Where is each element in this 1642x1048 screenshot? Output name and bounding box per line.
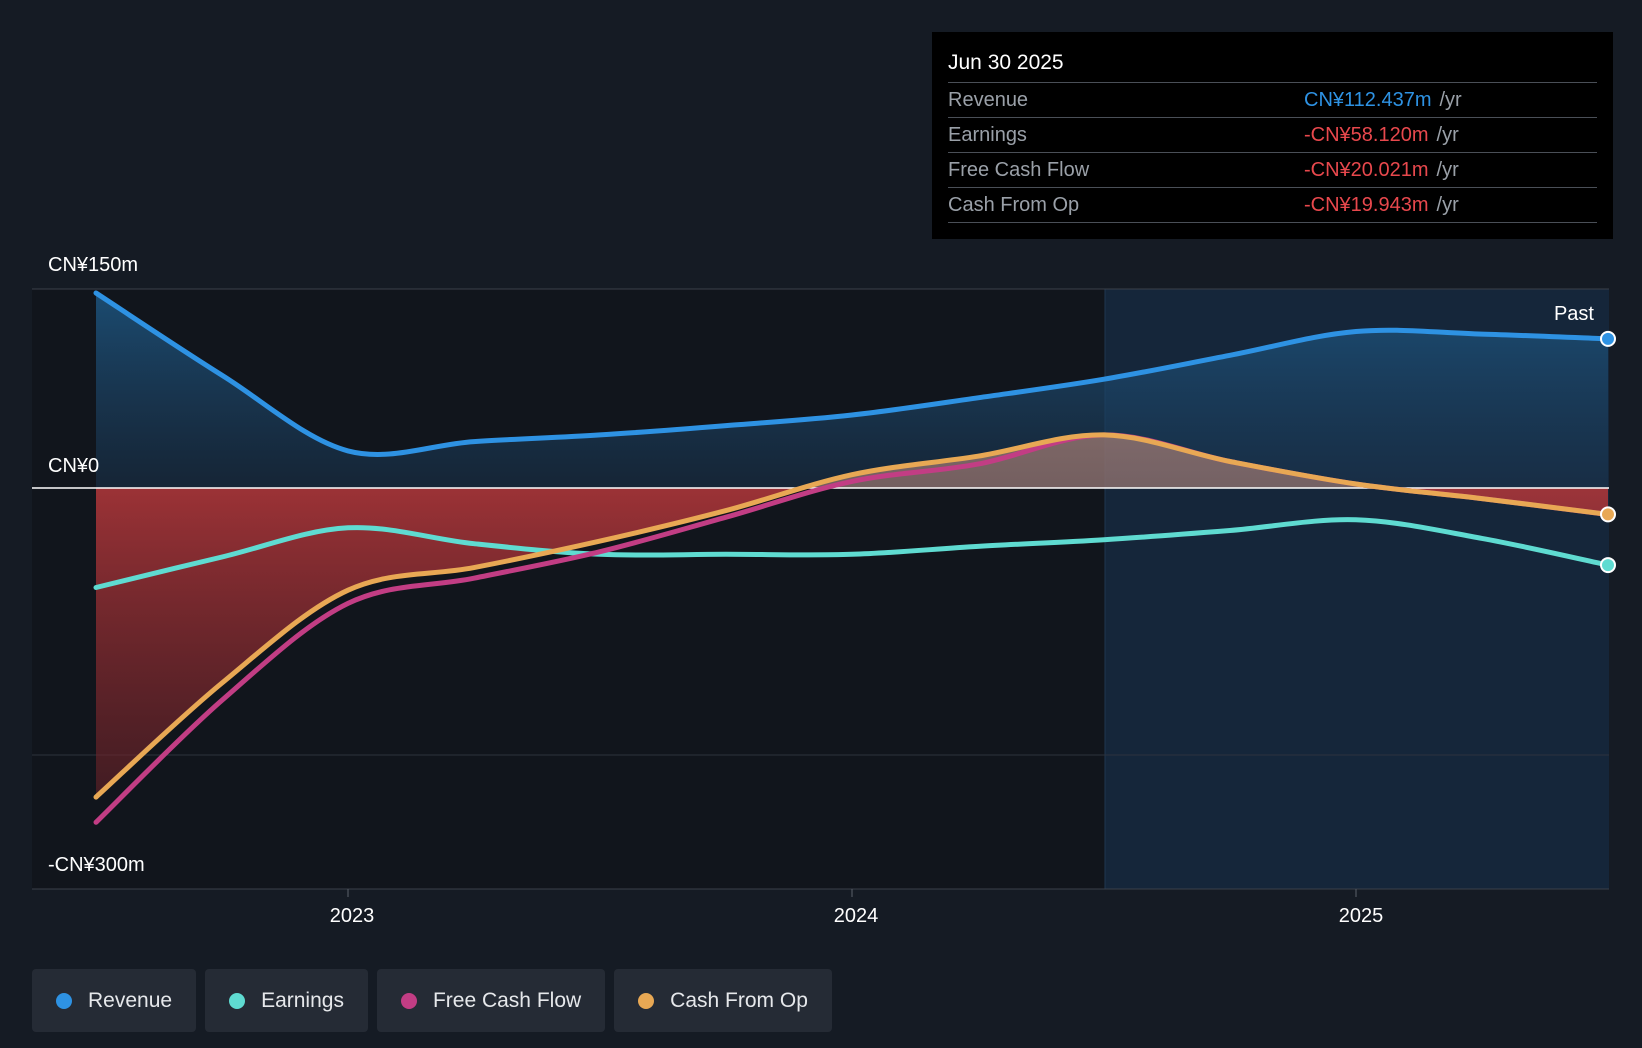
cash-from-op-line [93, 432, 1611, 800]
tooltip-label: Revenue [948, 89, 1029, 111]
tooltip-value: -CN¥19.943m [1304, 194, 1429, 216]
tooltip-date: Jun 30 2025 [948, 46, 1597, 83]
tooltip-row-cash-from-op: Cash From Op -CN¥19.943m /yr [948, 188, 1597, 223]
legend-label: Cash From Op [670, 988, 808, 1012]
y-tick-label-zero: CN¥0 [48, 455, 99, 477]
legend-label: Free Cash Flow [432, 988, 582, 1012]
revenue-end-dot [1600, 330, 1616, 347]
tooltip-row-revenue: Revenue CN¥112.437m /yr [948, 83, 1597, 118]
legend-dot-icon [229, 992, 246, 1009]
cash-from-op-area-positive [96, 434, 1608, 488]
legend-label: Earnings [261, 988, 344, 1012]
legend-item-earnings[interactable]: Earnings [205, 969, 368, 1032]
tooltip-label: Free Cash Flow [948, 159, 1090, 181]
y-tick-label-top: CN¥150m [48, 254, 138, 276]
revenue-line [93, 290, 1611, 457]
tooltip-panel: Jun 30 2025 Revenue CN¥112.437m /yr Earn… [932, 32, 1613, 239]
revenue-area [96, 293, 1608, 488]
x-tick-label-2024: 2024 [834, 905, 879, 927]
tooltip-unit: /yr [1439, 89, 1462, 111]
x-tick-label-2023: 2023 [330, 905, 375, 927]
tooltip-value: -CN¥58.120m [1304, 124, 1429, 146]
tooltip-value: -CN¥20.021m [1304, 159, 1429, 181]
tooltip-row-free-cash-flow: Free Cash Flow -CN¥20.021m /yr [948, 153, 1597, 188]
legend: Revenue Earnings Free Cash Flow Cash Fro… [32, 969, 832, 1032]
legend-item-free-cash-flow[interactable]: Free Cash Flow [376, 969, 606, 1032]
y-tick-label-bottom: -CN¥300m [48, 854, 145, 876]
legend-label: Revenue [88, 988, 173, 1012]
earnings-end-dot [1600, 557, 1616, 574]
tooltip-unit: /yr [1436, 124, 1459, 146]
tooltip-label: Cash From Op [948, 194, 1080, 216]
legend-dot-icon [638, 992, 655, 1009]
tooltip-label: Earnings [948, 124, 1027, 146]
tooltip-unit: /yr [1436, 194, 1459, 216]
earnings-line [93, 517, 1611, 590]
legend-dot-icon [56, 992, 72, 1009]
tooltip-row-earnings: Earnings -CN¥58.120m /yr [948, 118, 1597, 153]
legend-item-revenue[interactable]: Revenue [32, 969, 197, 1032]
legend-item-cash-from-op[interactable]: Cash From Op [614, 969, 832, 1032]
x-tick-label-2025: 2025 [1339, 905, 1384, 927]
legend-dot-icon [400, 992, 417, 1009]
past-label: Past [1554, 303, 1594, 325]
cash-from-op-end-dot [1600, 506, 1616, 523]
tooltip-unit: /yr [1436, 159, 1459, 181]
tooltip-value: CN¥112.437m [1304, 89, 1432, 111]
